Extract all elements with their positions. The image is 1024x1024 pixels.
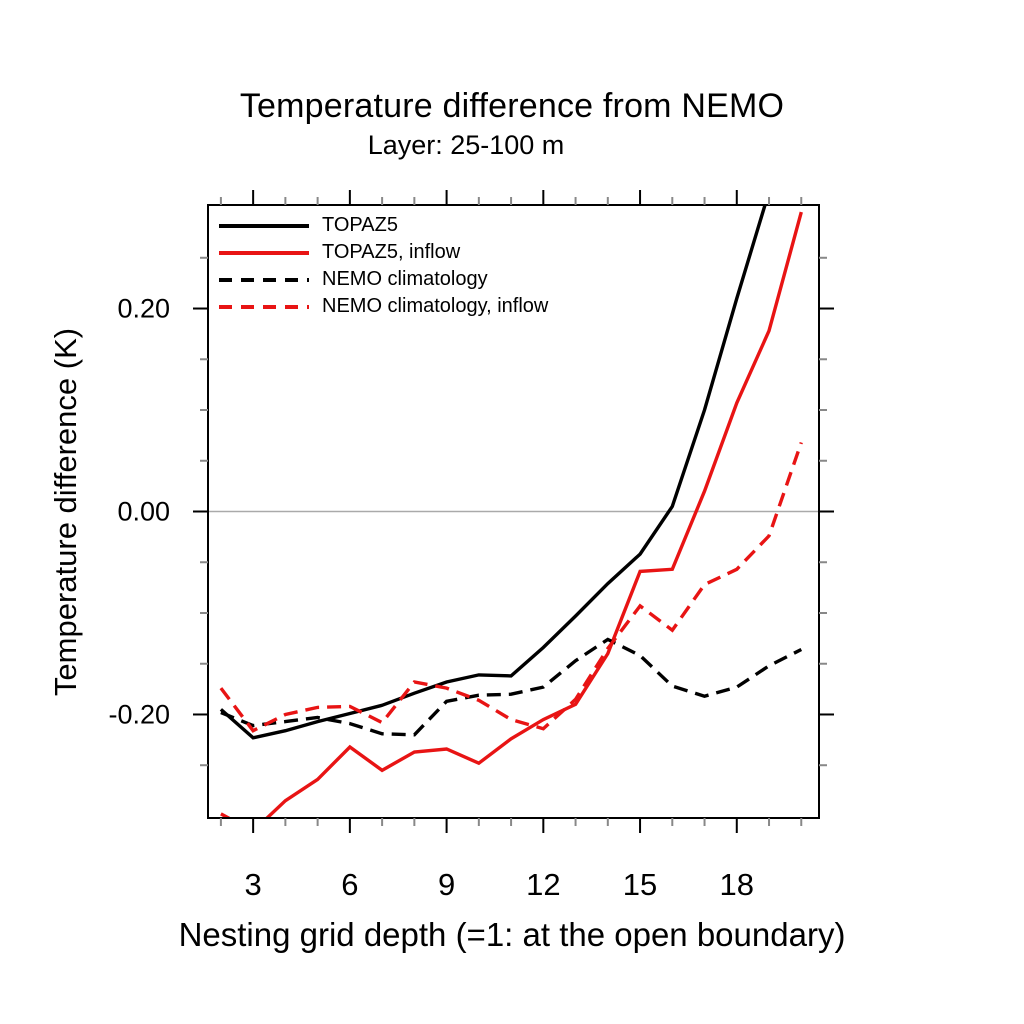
svg-text:6: 6 — [341, 867, 358, 902]
legend-line-red-dashed — [219, 304, 309, 309]
chart-subtitle: Layer: 25-100 m — [367, 130, 565, 160]
svg-text:3: 3 — [245, 867, 262, 902]
legend-line-black-solid — [219, 223, 309, 228]
legend-label: TOPAZ5, inflow — [322, 241, 461, 263]
legend-label: NEMO climatology — [322, 268, 488, 290]
svg-text:-0.20: -0.20 — [108, 699, 170, 729]
legend: TOPAZ5 TOPAZ5, inflow NEMO climatology N… — [219, 212, 548, 320]
legend-item-nemo-climatology-inflow: NEMO climatology, inflow — [219, 293, 548, 320]
svg-text:18: 18 — [720, 867, 754, 902]
svg-text:0.20: 0.20 — [117, 294, 170, 324]
svg-text:9: 9 — [438, 867, 455, 902]
svg-text:12: 12 — [526, 867, 560, 902]
legend-item-topaz5: TOPAZ5 — [219, 212, 548, 239]
legend-item-topaz5-inflow: TOPAZ5, inflow — [219, 239, 548, 266]
x-axis-label: Nesting grid depth (=1: at the open boun… — [178, 916, 846, 953]
chart-title: Temperature difference from NEMO — [239, 87, 785, 125]
svg-text:15: 15 — [623, 867, 657, 902]
svg-text:0.00: 0.00 — [117, 497, 170, 527]
legend-item-nemo-climatology: NEMO climatology — [219, 266, 548, 293]
legend-line-black-dashed — [219, 277, 309, 282]
legend-label: TOPAZ5 — [322, 214, 398, 236]
legend-label: NEMO climatology, inflow — [322, 295, 549, 317]
legend-line-red-solid — [219, 250, 309, 255]
